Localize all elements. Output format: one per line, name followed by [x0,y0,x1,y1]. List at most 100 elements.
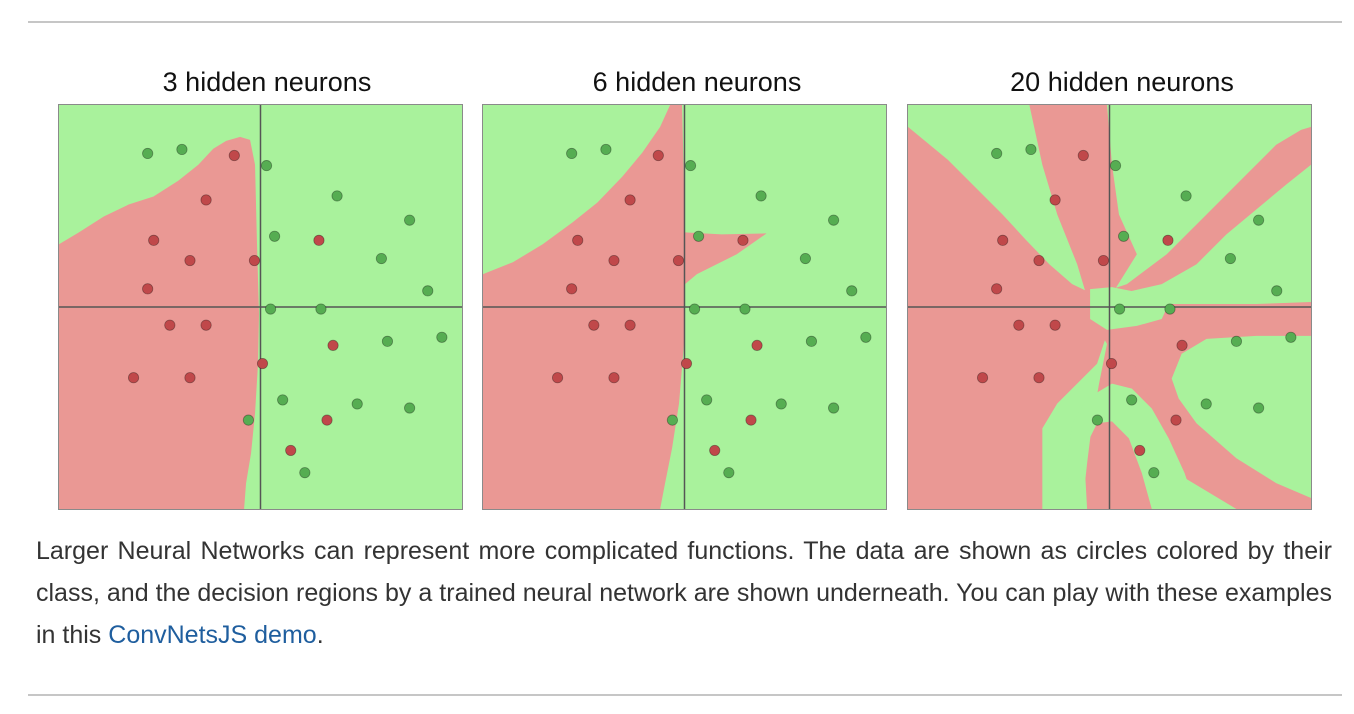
data-point-red [566,283,578,295]
data-point-green [805,335,818,347]
data-point-red [1105,357,1118,370]
figure-caption: Larger Neural Networks can represent mor… [36,530,1332,656]
data-point-green [1118,230,1130,242]
axis-lines [908,105,1311,509]
data-point-red [1176,339,1188,351]
data-point-green [299,467,311,479]
data-point-green [351,398,363,410]
data-point-red [751,339,763,351]
data-point-green [265,303,277,315]
data-point-red [1162,234,1174,246]
convnetsjs-demo-link[interactable]: ConvNetsJS demo [108,621,317,649]
data-point-green [1200,398,1212,410]
decision-plot-6-neurons-svg [483,105,886,509]
data-point-red [608,372,620,384]
data-point-green [1025,143,1037,156]
decision-plot-20-neurons [907,104,1312,510]
axis-lines [483,105,886,509]
data-point-green [1224,252,1236,265]
data-point-green [723,467,735,479]
data-point-red [1097,254,1110,267]
data-point-red [737,234,749,246]
data-point-green [1091,414,1103,426]
data-point-green [142,147,154,160]
data-point-green [1180,190,1192,202]
data-point-green [404,402,416,414]
region-red-diagonal-upper-right [1097,126,1311,295]
data-point-green [1164,303,1176,315]
decision-plot-3-neurons-svg [59,105,462,509]
data-point-red [148,234,160,246]
data-points [551,143,872,479]
data-points [976,143,1297,479]
data-point-red [248,254,261,267]
data-point-red [228,149,240,162]
data-point-red [588,319,600,331]
data-point-red [745,414,757,426]
data-point-green [422,285,434,297]
data-point-red [164,319,176,331]
data-point-green [739,303,751,315]
data-point-green [1109,160,1122,172]
data-point-red [572,234,584,246]
data-point-red [672,254,685,267]
data-point-green [1230,335,1243,347]
data-points [127,143,448,479]
data-point-green [684,160,697,172]
data-point-green [436,331,448,343]
data-point-red [1077,149,1089,162]
data-point-red [709,444,721,456]
data-point-green [860,331,872,343]
data-point-red [1013,319,1025,331]
data-point-green [666,414,678,426]
data-point-red [313,234,325,246]
data-point-red [184,372,196,384]
data-point-green [269,230,281,242]
region-green-bottom-band [1067,383,1197,509]
decision-plot-3-neurons [58,104,463,510]
data-point-green [1285,331,1297,343]
data-point-green [1114,303,1126,315]
data-point-red [551,372,564,384]
data-point-green [404,214,416,226]
data-point-green [828,402,840,414]
data-point-green [846,285,858,297]
data-point-green [1148,467,1160,479]
top-divider [28,21,1342,23]
data-point-red [256,357,269,370]
data-point-red [1049,194,1061,206]
data-point-red [624,194,636,206]
panel-title-3-neurons: 3 hidden neurons [162,67,372,97]
data-point-green [331,190,343,202]
data-point-red [976,372,989,384]
data-point-green [600,143,612,156]
data-point-green [775,398,787,410]
data-point-green [1253,214,1265,226]
data-point-red [184,254,196,267]
caption-text: Larger Neural Networks can represent mor… [36,537,1332,649]
data-point-green [689,303,701,315]
data-point-red [624,319,636,331]
data-point-red [142,283,154,295]
data-point-red [608,254,620,267]
data-point-red [200,194,212,206]
data-point-red [1033,254,1045,267]
caption-end: . [316,621,324,649]
region-red-left-lower [908,304,1108,509]
data-point-red [200,319,212,331]
data-point-green [375,252,387,265]
data-point-green [260,160,273,172]
data-point-green [381,335,394,347]
data-point-green [242,414,254,426]
decision-plot-20-neurons-svg [908,105,1311,509]
data-point-green [991,147,1003,160]
data-point-green [693,230,705,242]
data-point-red [652,149,664,162]
data-point-green [755,190,767,202]
data-point-red [1170,414,1182,426]
panel-title-20-neurons: 20 hidden neurons [1010,67,1234,97]
data-point-green [176,143,188,156]
data-point-red [285,444,297,456]
data-point-red [127,372,140,384]
data-point-green [828,214,840,226]
